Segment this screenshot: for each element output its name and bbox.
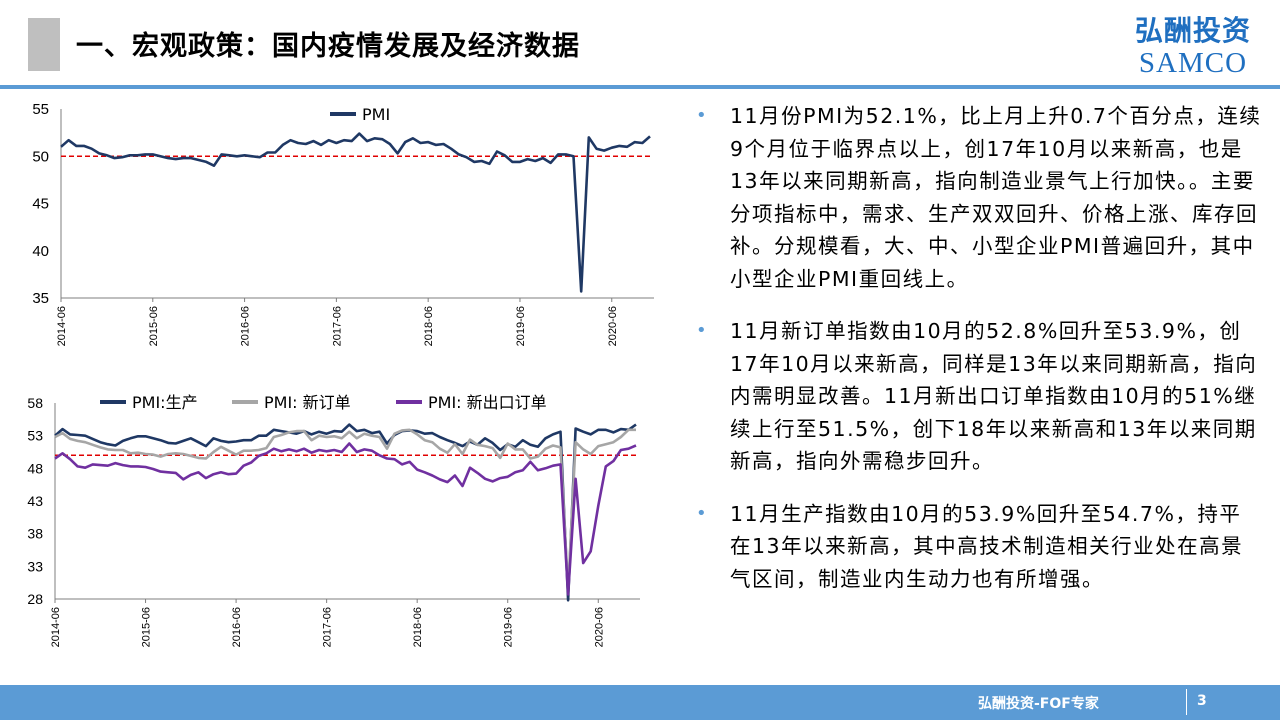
commentary-text: 11月生产指数由10月的53.9%回升至54.7%，持平在13年以来新高，其中高… <box>730 501 1244 591</box>
y-tick-label: 55 <box>32 101 49 118</box>
y-tick-label: 35 <box>32 290 49 307</box>
bullet-icon: • <box>696 105 709 126</box>
series-line-1 <box>54 423 637 602</box>
x-tick-label: 2019-06 <box>515 306 527 346</box>
y-tick-label: 28 <box>27 591 43 607</box>
legend-label: PMI: 新订单 <box>264 393 351 412</box>
footer-brand-text: 弘酬投资-FOF专家 <box>978 696 1099 712</box>
y-tick-label: 58 <box>27 395 43 411</box>
x-tick-label: 2020-06 <box>593 607 605 647</box>
legend-label: PMI: 新出口订单 <box>428 393 547 412</box>
y-tick-label: 48 <box>27 460 43 476</box>
x-tick-label: 2014-06 <box>50 607 62 647</box>
x-tick-label: 2016-06 <box>240 306 252 346</box>
logo-chinese-text: 弘酬投资 <box>1134 14 1251 47</box>
commentary-text: 11月份PMI为52.1%，比上月上升0.7个百分点，连续9个月位于临界点以上，… <box>730 104 1262 291</box>
footer-separator <box>1186 689 1187 715</box>
pmi-line-chart: 55 50 45 40 35 2014-06 2015-06 2016-06 2017-06 20… <box>32 101 654 346</box>
x-tick-label: 2019-06 <box>503 607 515 647</box>
y-tick-label: 43 <box>27 493 43 509</box>
x-tick-label: 2018-06 <box>423 306 435 346</box>
commentary-list: • 11月份PMI为52.1%，比上月上升0.7个百分点，连续9个月位于临界点以… <box>692 100 1262 615</box>
x-tick-label: 2016-06 <box>231 607 243 647</box>
y-tick-label: 45 <box>32 196 49 213</box>
header-divider <box>0 85 1280 89</box>
commentary-text: 11月新订单指数由10月的52.8%回升至53.9%，创17年10月以来新高，同… <box>730 319 1258 473</box>
series-line-2 <box>54 428 636 592</box>
x-tick-label: 2017-06 <box>322 607 334 647</box>
series-line-1 <box>60 132 651 293</box>
legend-label: PMI:生产 <box>132 393 198 412</box>
company-logo: 弘酬投资 SAMCO <box>1118 14 1268 78</box>
bullet-icon: • <box>696 502 709 524</box>
commentary-item-orders: • 11月新订单指数由10月的52.8%回升至53.9%，创17年10月以来新高… <box>692 315 1262 478</box>
x-tick-label: 2015-06 <box>141 607 153 647</box>
logo-english-text: SAMCO <box>1138 47 1248 79</box>
footer-bar: 弘酬投资-FOF专家 3 <box>0 685 1280 720</box>
bullet-icon: • <box>696 320 709 341</box>
page-title: 一、宏观政策：国内疫情发展及经济数据 <box>76 31 580 62</box>
page-number: 3 <box>1197 693 1207 709</box>
series-line-3 <box>54 442 637 596</box>
commentary-item-pmi: • 11月份PMI为52.1%，比上月上升0.7个百分点，连续9个月位于临界点以… <box>692 100 1262 295</box>
pmi-subindex-line-chart: 58 53 48 43 38 33 28 2014-06 2015-06 2016-06 2017-… <box>27 393 640 647</box>
y-tick-label: 38 <box>27 526 43 542</box>
x-tick-label: 2020-06 <box>607 306 619 346</box>
x-tick-label: 2014-06 <box>56 306 68 346</box>
commentary-item-production: • 11月生产指数由10月的53.9%回升至54.7%，持平在13年以来新高，其… <box>692 498 1262 596</box>
x-tick-label: 2017-06 <box>331 306 343 346</box>
y-tick-label: 53 <box>27 428 43 444</box>
x-tick-label: 2015-06 <box>148 306 160 346</box>
title-accent-block <box>28 18 60 71</box>
y-tick-label: 40 <box>32 243 49 260</box>
legend-label: PMI <box>362 105 390 124</box>
y-tick-label: 33 <box>27 558 43 574</box>
y-tick-label: 50 <box>32 148 49 165</box>
x-tick-label: 2018-06 <box>412 607 424 647</box>
